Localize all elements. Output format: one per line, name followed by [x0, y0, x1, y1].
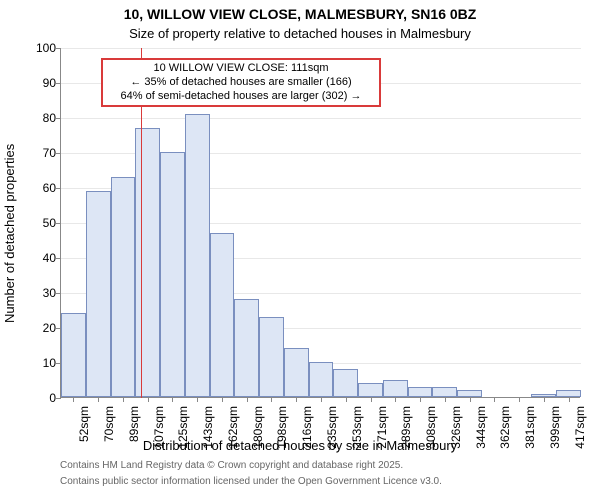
y-tick-label: 80: [43, 111, 56, 125]
x-tick-mark: [371, 397, 372, 402]
histogram-bar: [333, 369, 358, 397]
x-tick-mark: [445, 397, 446, 402]
chart-title-main: 10, WILLOW VIEW CLOSE, MALMESBURY, SN16 …: [0, 6, 600, 22]
y-tick-mark: [56, 48, 61, 49]
histogram-bar: [185, 114, 210, 398]
y-tick-mark: [56, 153, 61, 154]
histogram-bar: [432, 387, 457, 398]
annotation-line: 10 WILLOW VIEW CLOSE: 111sqm: [107, 62, 375, 76]
histogram-bar: [86, 191, 111, 398]
x-tick-mark: [247, 397, 248, 402]
x-tick-mark: [494, 397, 495, 402]
histogram-bar: [111, 177, 136, 398]
y-tick-mark: [56, 223, 61, 224]
x-axis-label: Distribution of detached houses by size …: [0, 438, 600, 453]
annotation-line: 64% of semi-detached houses are larger (…: [107, 90, 375, 104]
y-tick-mark: [56, 293, 61, 294]
y-tick-label: 40: [43, 251, 56, 265]
histogram-bar: [160, 152, 185, 397]
y-tick-label: 30: [43, 286, 56, 300]
x-tick-mark: [222, 397, 223, 402]
y-tick-label: 10: [43, 356, 56, 370]
y-tick-label: 70: [43, 146, 56, 160]
histogram-bar: [383, 380, 408, 398]
x-tick-mark: [569, 397, 570, 402]
y-tick-mark: [56, 118, 61, 119]
x-tick-mark: [395, 397, 396, 402]
x-tick-mark: [271, 397, 272, 402]
histogram-bar: [210, 233, 235, 398]
x-tick-mark: [321, 397, 322, 402]
histogram-bar: [309, 362, 334, 397]
y-tick-label: 90: [43, 76, 56, 90]
plot-area: 010203040506070809010052sqm70sqm89sqm107…: [60, 48, 580, 398]
y-tick-mark: [56, 188, 61, 189]
histogram-bar: [259, 317, 284, 398]
footer-line-1: Contains HM Land Registry data © Crown c…: [60, 460, 403, 471]
y-tick-label: 50: [43, 216, 56, 230]
histogram-bar: [61, 313, 86, 397]
x-tick-mark: [544, 397, 545, 402]
histogram-bar: [135, 128, 160, 398]
y-tick-label: 20: [43, 321, 56, 335]
chart-title-sub: Size of property relative to detached ho…: [0, 26, 600, 41]
histogram-bar: [408, 387, 433, 398]
x-tick-mark: [519, 397, 520, 402]
x-tick-label: 89sqm: [127, 406, 141, 442]
y-axis-label: Number of detached properties: [2, 144, 17, 323]
y-tick-label: 60: [43, 181, 56, 195]
y-tick-mark: [56, 258, 61, 259]
x-tick-mark: [420, 397, 421, 402]
x-tick-label: 70sqm: [102, 406, 116, 442]
x-tick-mark: [98, 397, 99, 402]
histogram-bar: [457, 390, 482, 397]
gridline: [61, 48, 581, 49]
x-tick-mark: [346, 397, 347, 402]
x-tick-mark: [148, 397, 149, 402]
x-tick-mark: [470, 397, 471, 402]
y-tick-label: 0: [49, 391, 56, 405]
y-tick-label: 100: [36, 41, 56, 55]
x-tick-mark: [197, 397, 198, 402]
histogram-bar: [234, 299, 259, 397]
histogram-bar: [284, 348, 309, 397]
x-tick-mark: [73, 397, 74, 402]
histogram-bar: [358, 383, 383, 397]
x-tick-mark: [296, 397, 297, 402]
x-tick-label: 52sqm: [77, 406, 91, 442]
y-tick-mark: [56, 83, 61, 84]
y-tick-mark: [56, 398, 61, 399]
footer-line-2: Contains public sector information licen…: [60, 476, 442, 487]
x-tick-mark: [123, 397, 124, 402]
annotation-line: ← 35% of detached houses are smaller (16…: [107, 76, 375, 90]
gridline: [61, 118, 581, 119]
annotation-callout: 10 WILLOW VIEW CLOSE: 111sqm← 35% of det…: [101, 58, 381, 107]
x-tick-mark: [172, 397, 173, 402]
histogram-bar: [556, 390, 581, 397]
